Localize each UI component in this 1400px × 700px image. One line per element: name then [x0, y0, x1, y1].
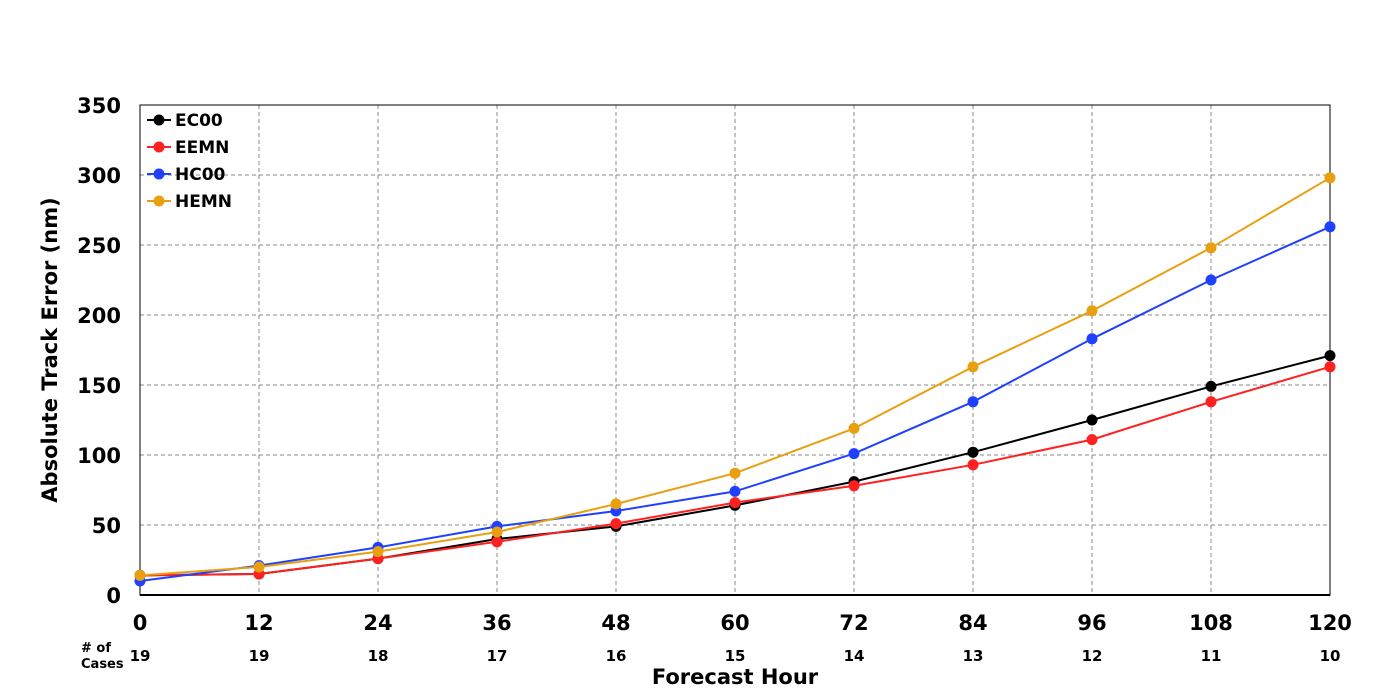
data-point-eemn	[1324, 361, 1336, 373]
x-tick-label: 12	[244, 611, 273, 635]
y-tick-labels: 0 50 100 150 200 250 300 350	[77, 94, 121, 608]
data-point-eemn	[729, 497, 741, 509]
cases-label-line2: Cases	[81, 657, 124, 672]
x-tick-label: 0	[133, 611, 148, 635]
data-point-hc00	[1324, 221, 1336, 233]
x-tick-label: 72	[839, 611, 868, 635]
case-count-label: 12	[1082, 647, 1103, 665]
data-point-ec00	[1324, 350, 1336, 362]
case-count-label: 17	[487, 647, 508, 665]
data-point-eemn	[610, 518, 622, 530]
x-tick-label: 108	[1189, 611, 1233, 635]
legend-swatch-marker	[153, 114, 165, 126]
case-count-label: 15	[725, 647, 746, 665]
case-count-label: 14	[844, 647, 865, 665]
series-lines	[134, 172, 1336, 587]
legend-label: HC00	[175, 165, 226, 185]
data-point-eemn	[967, 459, 979, 471]
case-count-label: 18	[368, 647, 389, 665]
y-tick-label: 0	[106, 584, 121, 608]
data-point-ec00	[1086, 414, 1098, 426]
data-point-hemn	[1086, 305, 1098, 317]
data-point-hemn	[134, 569, 146, 581]
x-tick-label: 96	[1077, 611, 1106, 635]
legend-swatch-marker	[153, 195, 165, 207]
data-point-hc00	[729, 485, 741, 497]
data-point-hemn	[491, 526, 503, 538]
data-point-hc00	[1205, 274, 1217, 286]
y-tick-label: 100	[77, 444, 121, 468]
data-point-hc00	[848, 448, 860, 460]
data-point-hemn	[372, 546, 384, 558]
data-point-eemn	[1205, 396, 1217, 408]
legend-label: HEMN	[175, 192, 232, 212]
gridlines	[140, 105, 1330, 595]
cases-label-line1: # of	[81, 641, 111, 656]
data-point-eemn	[848, 480, 860, 492]
data-point-eemn	[1086, 434, 1098, 446]
data-point-hemn	[253, 561, 265, 573]
data-point-hemn	[848, 422, 860, 434]
case-count-label: 10	[1320, 647, 1341, 665]
data-point-ec00	[1205, 380, 1217, 392]
x-tick-label: 84	[958, 611, 987, 635]
x-tick-label: 48	[601, 611, 630, 635]
x-tick-label: 36	[482, 611, 511, 635]
data-point-hemn	[729, 467, 741, 479]
case-count-label: 11	[1201, 647, 1222, 665]
data-point-eemn	[491, 536, 503, 548]
series-line-hemn	[139, 176, 1331, 577]
y-tick-label: 150	[77, 374, 121, 398]
y-tick-label: 200	[77, 304, 121, 328]
case-count-label: 13	[963, 647, 984, 665]
legend-swatch-marker	[153, 168, 165, 180]
x-axis-title: Forecast Hour	[652, 665, 819, 689]
legend-label: EC00	[175, 111, 223, 131]
y-axis-title: Absolute Track Error (nm)	[38, 197, 62, 502]
y-tick-label: 300	[77, 164, 121, 188]
data-point-hemn	[1324, 172, 1336, 184]
y-tick-label: 350	[77, 94, 121, 118]
y-tick-label: 250	[77, 234, 121, 258]
x-tick-label: 60	[720, 611, 749, 635]
data-point-hemn	[1205, 242, 1217, 254]
legend-swatch-marker	[153, 141, 165, 153]
data-point-hc00	[1086, 333, 1098, 345]
data-point-hemn	[967, 361, 979, 373]
data-point-ec00	[967, 446, 979, 458]
x-tick-labels: 0 12 24 36 48 60 72 84 96 108 120	[133, 611, 1352, 635]
case-count-label: 19	[130, 647, 151, 665]
y-tick-label: 50	[92, 514, 121, 538]
x-tick-label: 120	[1308, 611, 1352, 635]
x-tick-label: 24	[363, 611, 392, 635]
data-point-hemn	[610, 498, 622, 510]
data-point-hc00	[967, 396, 979, 408]
case-count-label: 16	[606, 647, 627, 665]
case-count-labels: # of Cases 19 19 18 17 16 15 14 13 12 11 10	[81, 641, 1340, 672]
legend-label: EEMN	[175, 138, 229, 158]
case-count-label: 19	[249, 647, 270, 665]
legend: EC00 EEMN HC00 HEMN	[147, 111, 232, 212]
